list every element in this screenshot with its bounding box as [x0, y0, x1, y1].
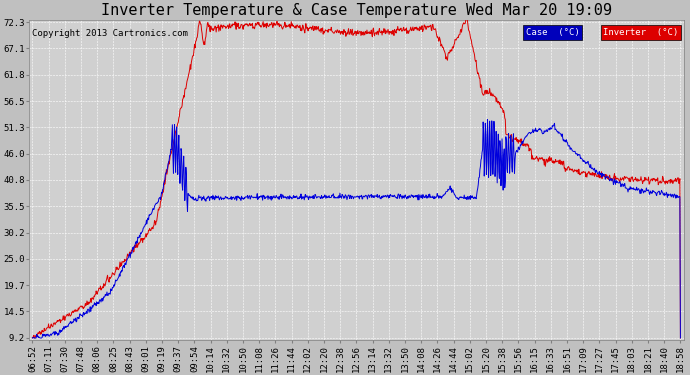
Title: Inverter Temperature & Case Temperature Wed Mar 20 19:09: Inverter Temperature & Case Temperature …	[101, 3, 612, 18]
Text: Copyright 2013 Cartronics.com: Copyright 2013 Cartronics.com	[32, 29, 188, 38]
Text: Inverter  (°C): Inverter (°C)	[604, 28, 679, 37]
Text: Case  (°C): Case (°C)	[526, 28, 580, 37]
